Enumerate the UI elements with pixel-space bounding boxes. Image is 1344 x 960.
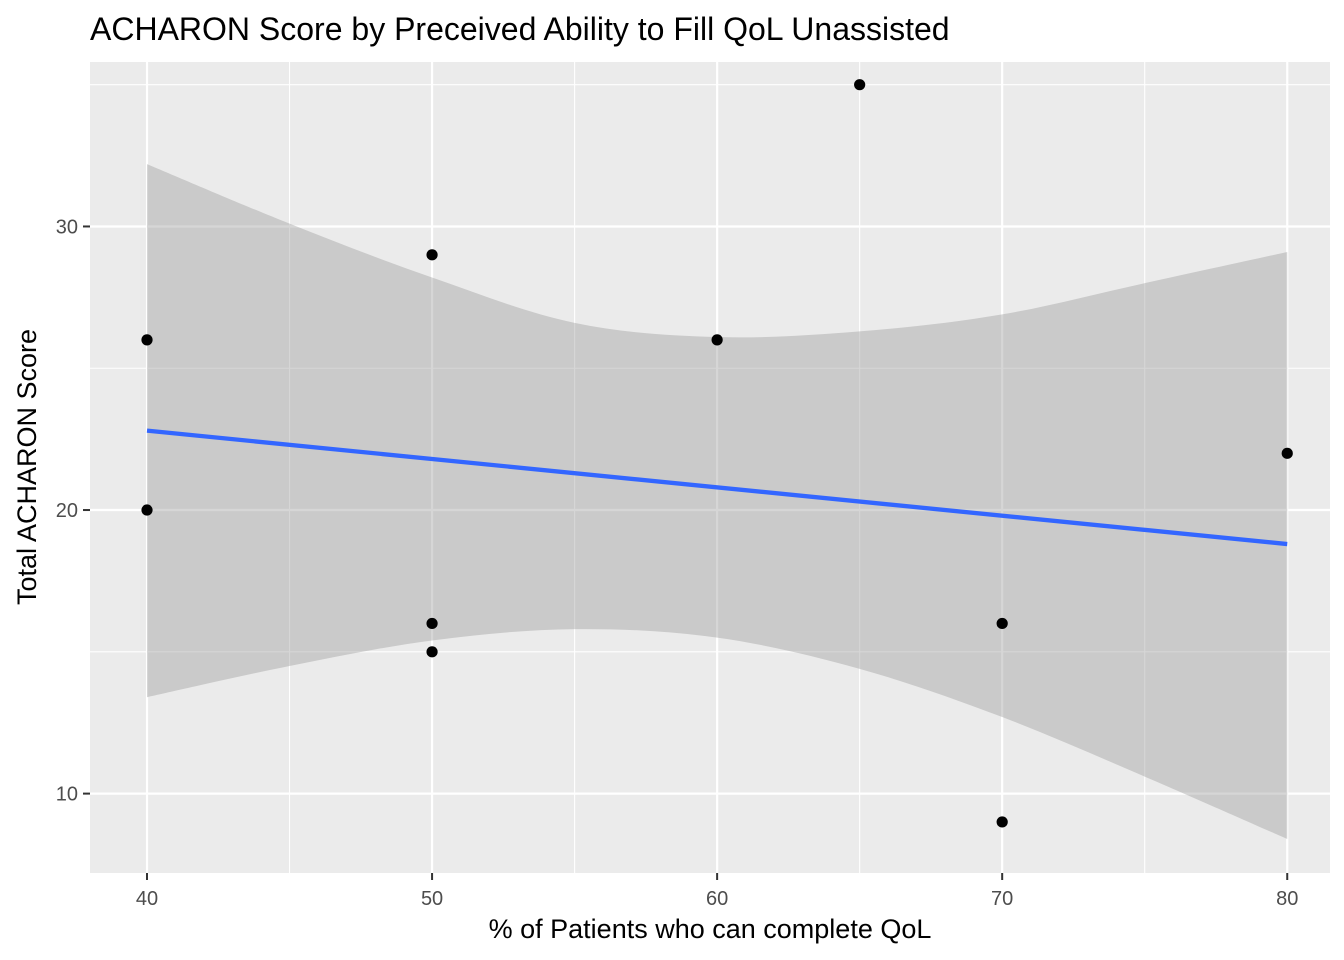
x-tick-label: 80 xyxy=(1276,888,1298,910)
data-point xyxy=(426,617,438,630)
x-tick-label: 70 xyxy=(991,888,1013,910)
regression-line xyxy=(146,428,1288,547)
data-point xyxy=(426,249,438,261)
plot-panel xyxy=(90,62,1330,873)
chart-title: ACHARON Score by Preceived Ability to Fi… xyxy=(90,11,950,47)
x-tick-label: 60 xyxy=(706,888,728,910)
data-point xyxy=(711,334,723,346)
y-tick-label: 30 xyxy=(56,216,78,238)
data-point xyxy=(996,816,1008,828)
x-axis-title: % of Patients who can complete QoL xyxy=(489,914,932,944)
major-gridlines xyxy=(90,62,1330,873)
data-point xyxy=(996,617,1008,630)
x-tick-label: 40 xyxy=(136,888,158,910)
minor-gridlines xyxy=(90,62,1330,873)
x-axis: 40 50 60 70 80 xyxy=(136,873,1298,910)
data-point xyxy=(854,79,866,91)
data-points xyxy=(141,79,1293,828)
y-axis-title: Total ACHARON Score xyxy=(12,329,42,605)
data-point xyxy=(1281,447,1293,459)
y-tick-label: 20 xyxy=(56,500,78,522)
confidence-band xyxy=(147,164,1288,839)
data-point xyxy=(426,646,438,658)
x-tick-label: 50 xyxy=(421,888,443,910)
y-tick-label: 10 xyxy=(56,784,78,806)
data-point xyxy=(141,334,153,346)
data-point xyxy=(141,504,153,516)
y-axis: 10 20 30 xyxy=(56,216,90,806)
